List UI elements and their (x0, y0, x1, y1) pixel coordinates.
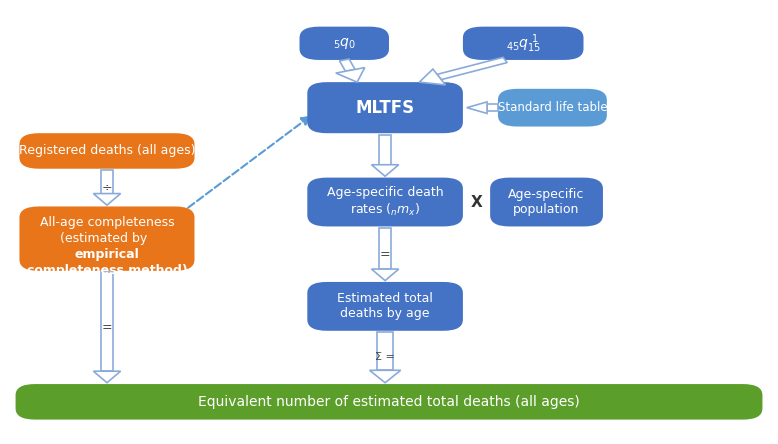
Text: Equivalent number of estimated total deaths (all ages): Equivalent number of estimated total dea… (198, 395, 580, 409)
FancyBboxPatch shape (307, 82, 463, 133)
Text: Standard life table: Standard life table (498, 101, 607, 114)
Polygon shape (372, 165, 398, 176)
Polygon shape (339, 59, 355, 71)
FancyBboxPatch shape (463, 27, 584, 60)
FancyBboxPatch shape (487, 104, 498, 111)
FancyBboxPatch shape (307, 178, 463, 226)
Polygon shape (336, 67, 365, 82)
Text: X: X (471, 194, 482, 210)
FancyBboxPatch shape (101, 170, 114, 194)
Polygon shape (372, 269, 398, 281)
Text: completeness method): completeness method) (26, 264, 187, 278)
Polygon shape (93, 194, 121, 205)
Polygon shape (467, 102, 487, 114)
Text: $_{5}q_{0}$: $_{5}q_{0}$ (333, 36, 356, 51)
Text: All-age completeness: All-age completeness (40, 216, 174, 229)
Text: =: = (380, 248, 391, 261)
FancyBboxPatch shape (377, 332, 393, 370)
Text: Age-specific
population: Age-specific population (508, 188, 585, 216)
Text: empirical: empirical (75, 248, 139, 261)
FancyBboxPatch shape (490, 178, 603, 226)
Polygon shape (93, 371, 121, 383)
Text: Registered deaths (all ages): Registered deaths (all ages) (19, 144, 195, 158)
FancyBboxPatch shape (379, 228, 391, 269)
Text: Σ =: Σ = (375, 353, 395, 362)
FancyBboxPatch shape (16, 384, 762, 420)
Polygon shape (437, 57, 507, 79)
FancyBboxPatch shape (300, 27, 389, 60)
Text: Age-specific death
rates ($_{n}m_{x}$): Age-specific death rates ($_{n}m_{x}$) (327, 186, 443, 218)
FancyBboxPatch shape (498, 89, 607, 127)
Text: $_{45}q_{15}^{\ 1}$: $_{45}q_{15}^{\ 1}$ (506, 32, 541, 55)
Text: =: = (102, 321, 112, 334)
Polygon shape (370, 370, 401, 383)
FancyBboxPatch shape (19, 133, 194, 169)
Text: Estimated total
deaths by age: Estimated total deaths by age (337, 292, 433, 321)
FancyBboxPatch shape (307, 282, 463, 331)
FancyBboxPatch shape (379, 135, 391, 165)
FancyBboxPatch shape (19, 206, 194, 271)
Polygon shape (419, 69, 446, 85)
Text: ÷: ÷ (102, 181, 112, 194)
FancyBboxPatch shape (101, 272, 114, 371)
Text: (estimated by: (estimated by (60, 232, 154, 245)
Text: MLTFS: MLTFS (356, 99, 415, 117)
